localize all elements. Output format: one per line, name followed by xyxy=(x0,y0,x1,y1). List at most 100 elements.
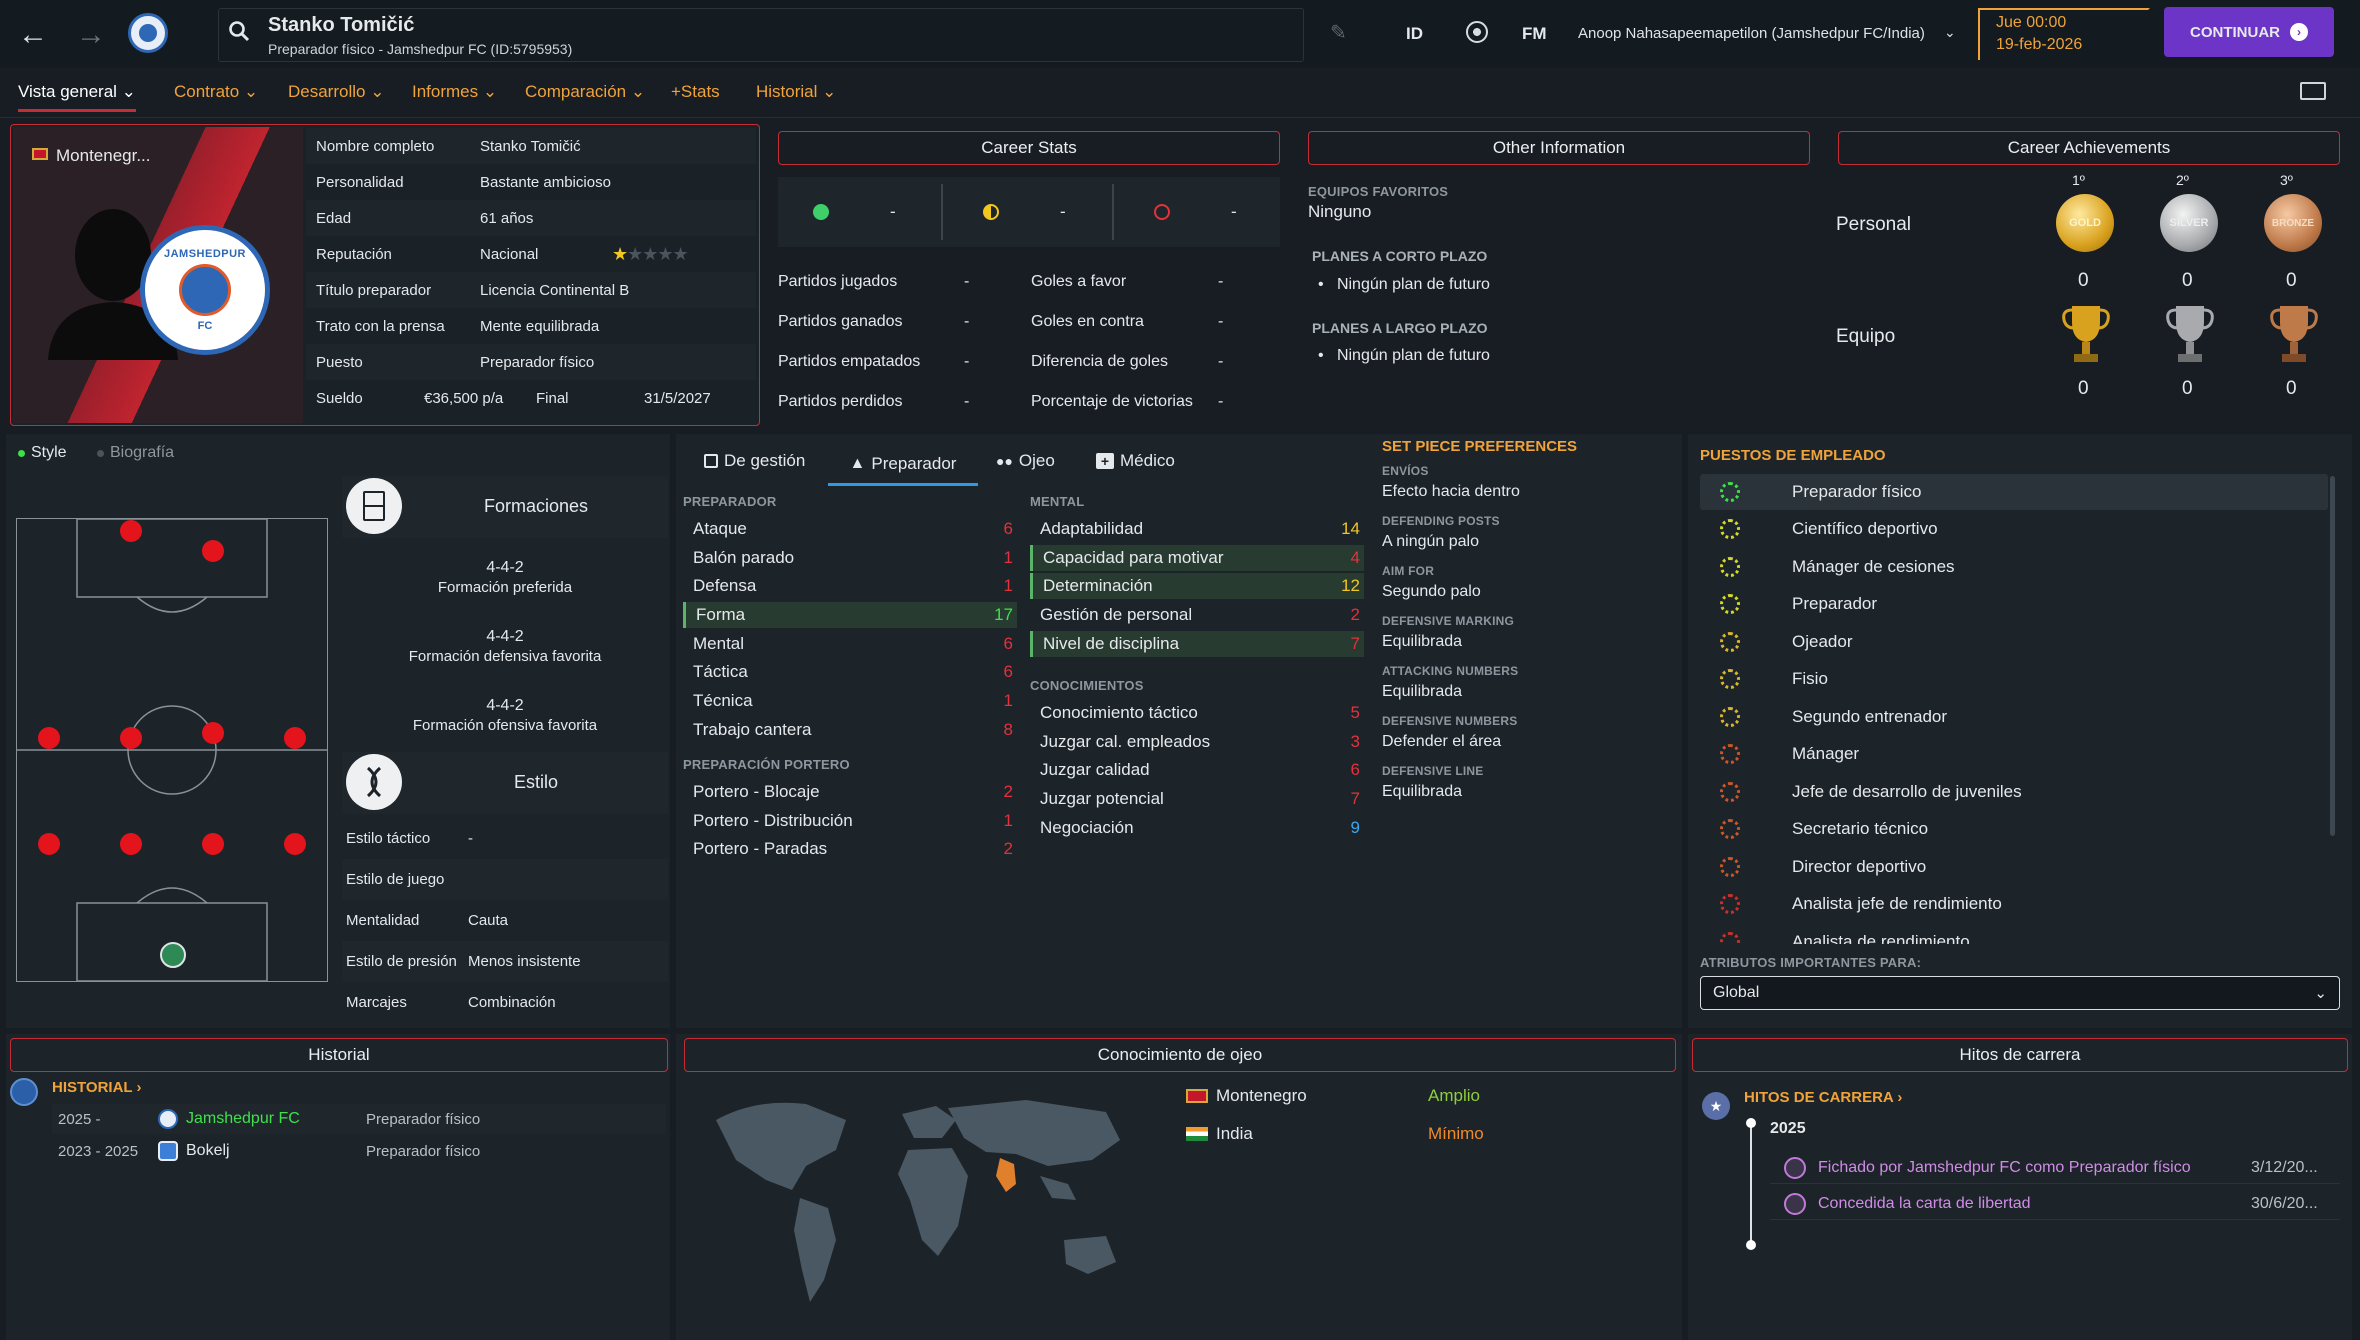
role-item[interactable]: Preparador físico xyxy=(1700,474,2328,510)
win-value: - xyxy=(890,202,896,221)
back-button[interactable]: ← xyxy=(18,18,48,51)
continue-button[interactable]: CONTINUAR › xyxy=(2164,7,2334,57)
role-item[interactable]: Mánager de cesiones xyxy=(1700,549,2328,585)
player-marker xyxy=(38,727,60,749)
estilo-row: Estilo de juego xyxy=(342,859,668,900)
role-item[interactable]: Segundo entrenador xyxy=(1700,699,2328,735)
tab-informes[interactable]: Informes ⌄ xyxy=(412,82,498,101)
manager-name[interactable]: Anoop Nahasapeemapetilon (Jamshedpur FC/… xyxy=(1578,25,1925,42)
chevron-down-icon[interactable]: ⌄ xyxy=(1944,24,1956,40)
personal-label: Personal xyxy=(1836,214,1911,235)
fav-teams-label: EQUIPOS FAVORITOS xyxy=(1308,184,1449,199)
milestones-link[interactable]: HITOS DE CARRERA › xyxy=(1744,1089,1903,1106)
silver-trophy-icon xyxy=(2164,302,2216,366)
badge-text: JAMSHEDPUR xyxy=(163,248,246,260)
style-toggle[interactable]: Style xyxy=(18,444,67,462)
briefcase-icon xyxy=(704,454,718,468)
attribute-row: Juzgar potencial 7 xyxy=(1040,789,1360,808)
tab-stats[interactable]: +Stats xyxy=(671,82,720,101)
history-row[interactable]: 2023 - 2025 Bokelj Preparador físico xyxy=(58,1141,481,1161)
player-marker xyxy=(120,833,142,855)
timeline-dot xyxy=(1746,1118,1756,1128)
scouting-row: India Mínimo xyxy=(1186,1124,1566,1144)
reputation-stars: ★★★★★ xyxy=(612,243,689,264)
field-row: Puesto Preparador físico xyxy=(306,344,756,380)
milestone-item[interactable]: Fichado por Jamshedpur FC como Preparado… xyxy=(1770,1152,2340,1184)
silver-medal-icon: SILVER xyxy=(2160,194,2218,252)
continue-label: CONTINUAR xyxy=(2190,23,2280,41)
tab-de-gestion[interactable]: De gestión xyxy=(704,451,805,471)
role-item[interactable]: Jefe de desarrollo de juveniles xyxy=(1700,774,2328,810)
mental-section-label: MENTAL xyxy=(1030,494,1085,509)
short-plans-item: • Ningún plan de futuro xyxy=(1318,276,1490,293)
long-plans-label: PLANES A LARGO PLAZO xyxy=(1312,320,1488,336)
estilo-row: Mentalidad Cauta xyxy=(346,912,509,929)
tab-desarrollo[interactable]: Desarrollo ⌄ xyxy=(288,82,385,101)
role-item[interactable]: Secretario técnico xyxy=(1700,811,2328,847)
club-logo-icon xyxy=(158,1109,178,1129)
roles-scrollbar[interactable] xyxy=(2330,476,2335,836)
bio-toggle[interactable]: Biografía xyxy=(97,444,174,462)
ball-icon[interactable] xyxy=(1466,21,1488,43)
attribute-row: Portero - Paradas 2 xyxy=(693,839,1013,858)
tab-preparador[interactable]: ▲ Preparador xyxy=(828,444,978,486)
day-time: Jue 00:00 xyxy=(1996,14,2067,31)
attribute-row: Juzgar calidad 6 xyxy=(1040,760,1360,779)
scouting-title: Conocimiento de ojeo xyxy=(684,1038,1676,1072)
history-row[interactable]: 2025 - Jamshedpur FC Preparador físico xyxy=(52,1104,666,1134)
history-link[interactable]: HISTORIAL › xyxy=(52,1079,142,1096)
formations-title: Formaciones xyxy=(484,496,589,516)
role-item[interactable]: Fisio xyxy=(1700,661,2328,697)
estilo-row: Marcajes Combinación xyxy=(346,994,556,1011)
player-marker xyxy=(202,833,224,855)
role-item[interactable]: Preparador xyxy=(1700,586,2328,622)
role-item[interactable]: Analista de rendimiento xyxy=(1700,924,2328,944)
milestone-year: 2025 xyxy=(1770,1120,1806,1137)
date-block[interactable] xyxy=(1978,8,2150,60)
tab-ojeo[interactable]: ●● Ojeo xyxy=(996,451,1055,470)
tab-medico[interactable]: + Médico xyxy=(1096,451,1175,471)
history-panel xyxy=(6,1034,670,1340)
bronze-medal-icon: BRONZE xyxy=(2264,194,2322,252)
short-plans-label: PLANES A CORTO PLAZO xyxy=(1312,248,1488,264)
conoc-list: Conocimiento táctico 5 Juzgar cal. emplea… xyxy=(1030,700,1364,850)
tab-vista-general[interactable]: Vista general ⌄ xyxy=(18,82,136,112)
role-rating-icon xyxy=(1720,482,1740,502)
loss-icon xyxy=(1154,204,1170,220)
formation-icon xyxy=(346,478,402,534)
estilo-rows: Estilo táctico - Estilo de juego Mentalid… xyxy=(342,818,668,1023)
id-button[interactable]: ID xyxy=(1406,24,1423,43)
role-item[interactable]: Director deportivo xyxy=(1700,849,2328,885)
place-1: 1º xyxy=(2072,172,2085,188)
role-rating-icon xyxy=(1720,557,1740,577)
role-rating-icon xyxy=(1720,782,1740,802)
estilo-row: Estilo de presión Menos insistente xyxy=(342,941,668,982)
estilo-row: Estilo táctico - xyxy=(346,830,473,847)
attributes-panel xyxy=(676,434,1682,1028)
tab-comparacion[interactable]: Comparación ⌄ xyxy=(525,82,646,101)
tab-historial[interactable]: Historial ⌄ xyxy=(756,82,837,101)
search-box[interactable] xyxy=(218,8,1304,62)
edit-icon[interactable]: ✎ xyxy=(1330,22,1347,44)
fm-button[interactable]: FM xyxy=(1522,24,1547,43)
player-marker xyxy=(284,833,306,855)
important-attrs-select[interactable]: Global ⌄ xyxy=(1700,976,2340,1010)
role-rating-icon xyxy=(1720,594,1740,614)
role-item[interactable]: Analista jefe de rendimiento xyxy=(1700,886,2328,922)
club-logo-icon[interactable] xyxy=(128,13,168,53)
history-title: Historial xyxy=(10,1038,668,1072)
club-logo-icon xyxy=(158,1141,178,1161)
monitor-icon[interactable] xyxy=(2300,82,2326,100)
forward-button[interactable]: → xyxy=(76,18,106,51)
tab-contrato[interactable]: Contrato ⌄ xyxy=(174,82,259,101)
team-count-3: 0 xyxy=(2286,378,2297,399)
role-item[interactable]: Científico deportivo xyxy=(1700,511,2328,547)
role-rating-icon xyxy=(1720,669,1740,689)
stats-right-values: ---- xyxy=(1218,273,1224,410)
attribute-row: Determinación 12 xyxy=(1030,573,1364,599)
player-marker xyxy=(120,727,142,749)
role-item[interactable]: Ojeador xyxy=(1700,624,2328,660)
milestone-item[interactable]: Concedida la carta de libertad 30/6/20..… xyxy=(1770,1188,2340,1220)
role-item[interactable]: Mánager xyxy=(1700,736,2328,772)
important-attrs-label: ATRIBUTOS IMPORTANTES PARA: xyxy=(1700,955,1922,970)
